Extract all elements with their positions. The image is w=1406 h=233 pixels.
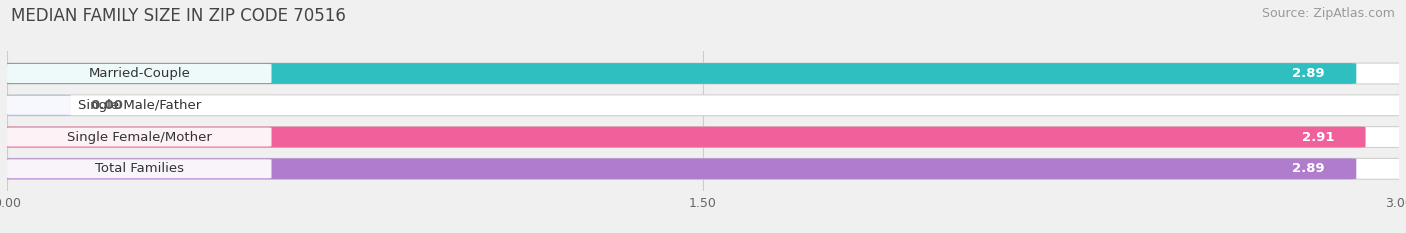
Text: Married-Couple: Married-Couple: [89, 67, 190, 80]
FancyBboxPatch shape: [0, 63, 1357, 84]
Text: 2.89: 2.89: [1292, 67, 1324, 80]
FancyBboxPatch shape: [0, 127, 1406, 147]
FancyBboxPatch shape: [0, 127, 1365, 147]
Text: 2.89: 2.89: [1292, 162, 1324, 175]
FancyBboxPatch shape: [7, 96, 271, 115]
FancyBboxPatch shape: [7, 127, 271, 147]
Text: Single Male/Father: Single Male/Father: [77, 99, 201, 112]
FancyBboxPatch shape: [7, 159, 271, 178]
FancyBboxPatch shape: [0, 95, 72, 116]
FancyBboxPatch shape: [0, 158, 1357, 179]
Text: MEDIAN FAMILY SIZE IN ZIP CODE 70516: MEDIAN FAMILY SIZE IN ZIP CODE 70516: [11, 7, 346, 25]
FancyBboxPatch shape: [0, 95, 1406, 116]
Text: 0.00: 0.00: [90, 99, 124, 112]
Text: Source: ZipAtlas.com: Source: ZipAtlas.com: [1261, 7, 1395, 20]
Text: 2.91: 2.91: [1302, 130, 1334, 144]
FancyBboxPatch shape: [0, 63, 1406, 84]
FancyBboxPatch shape: [7, 64, 271, 83]
FancyBboxPatch shape: [0, 158, 1406, 179]
Text: Single Female/Mother: Single Female/Mother: [67, 130, 212, 144]
Text: Total Families: Total Families: [94, 162, 184, 175]
